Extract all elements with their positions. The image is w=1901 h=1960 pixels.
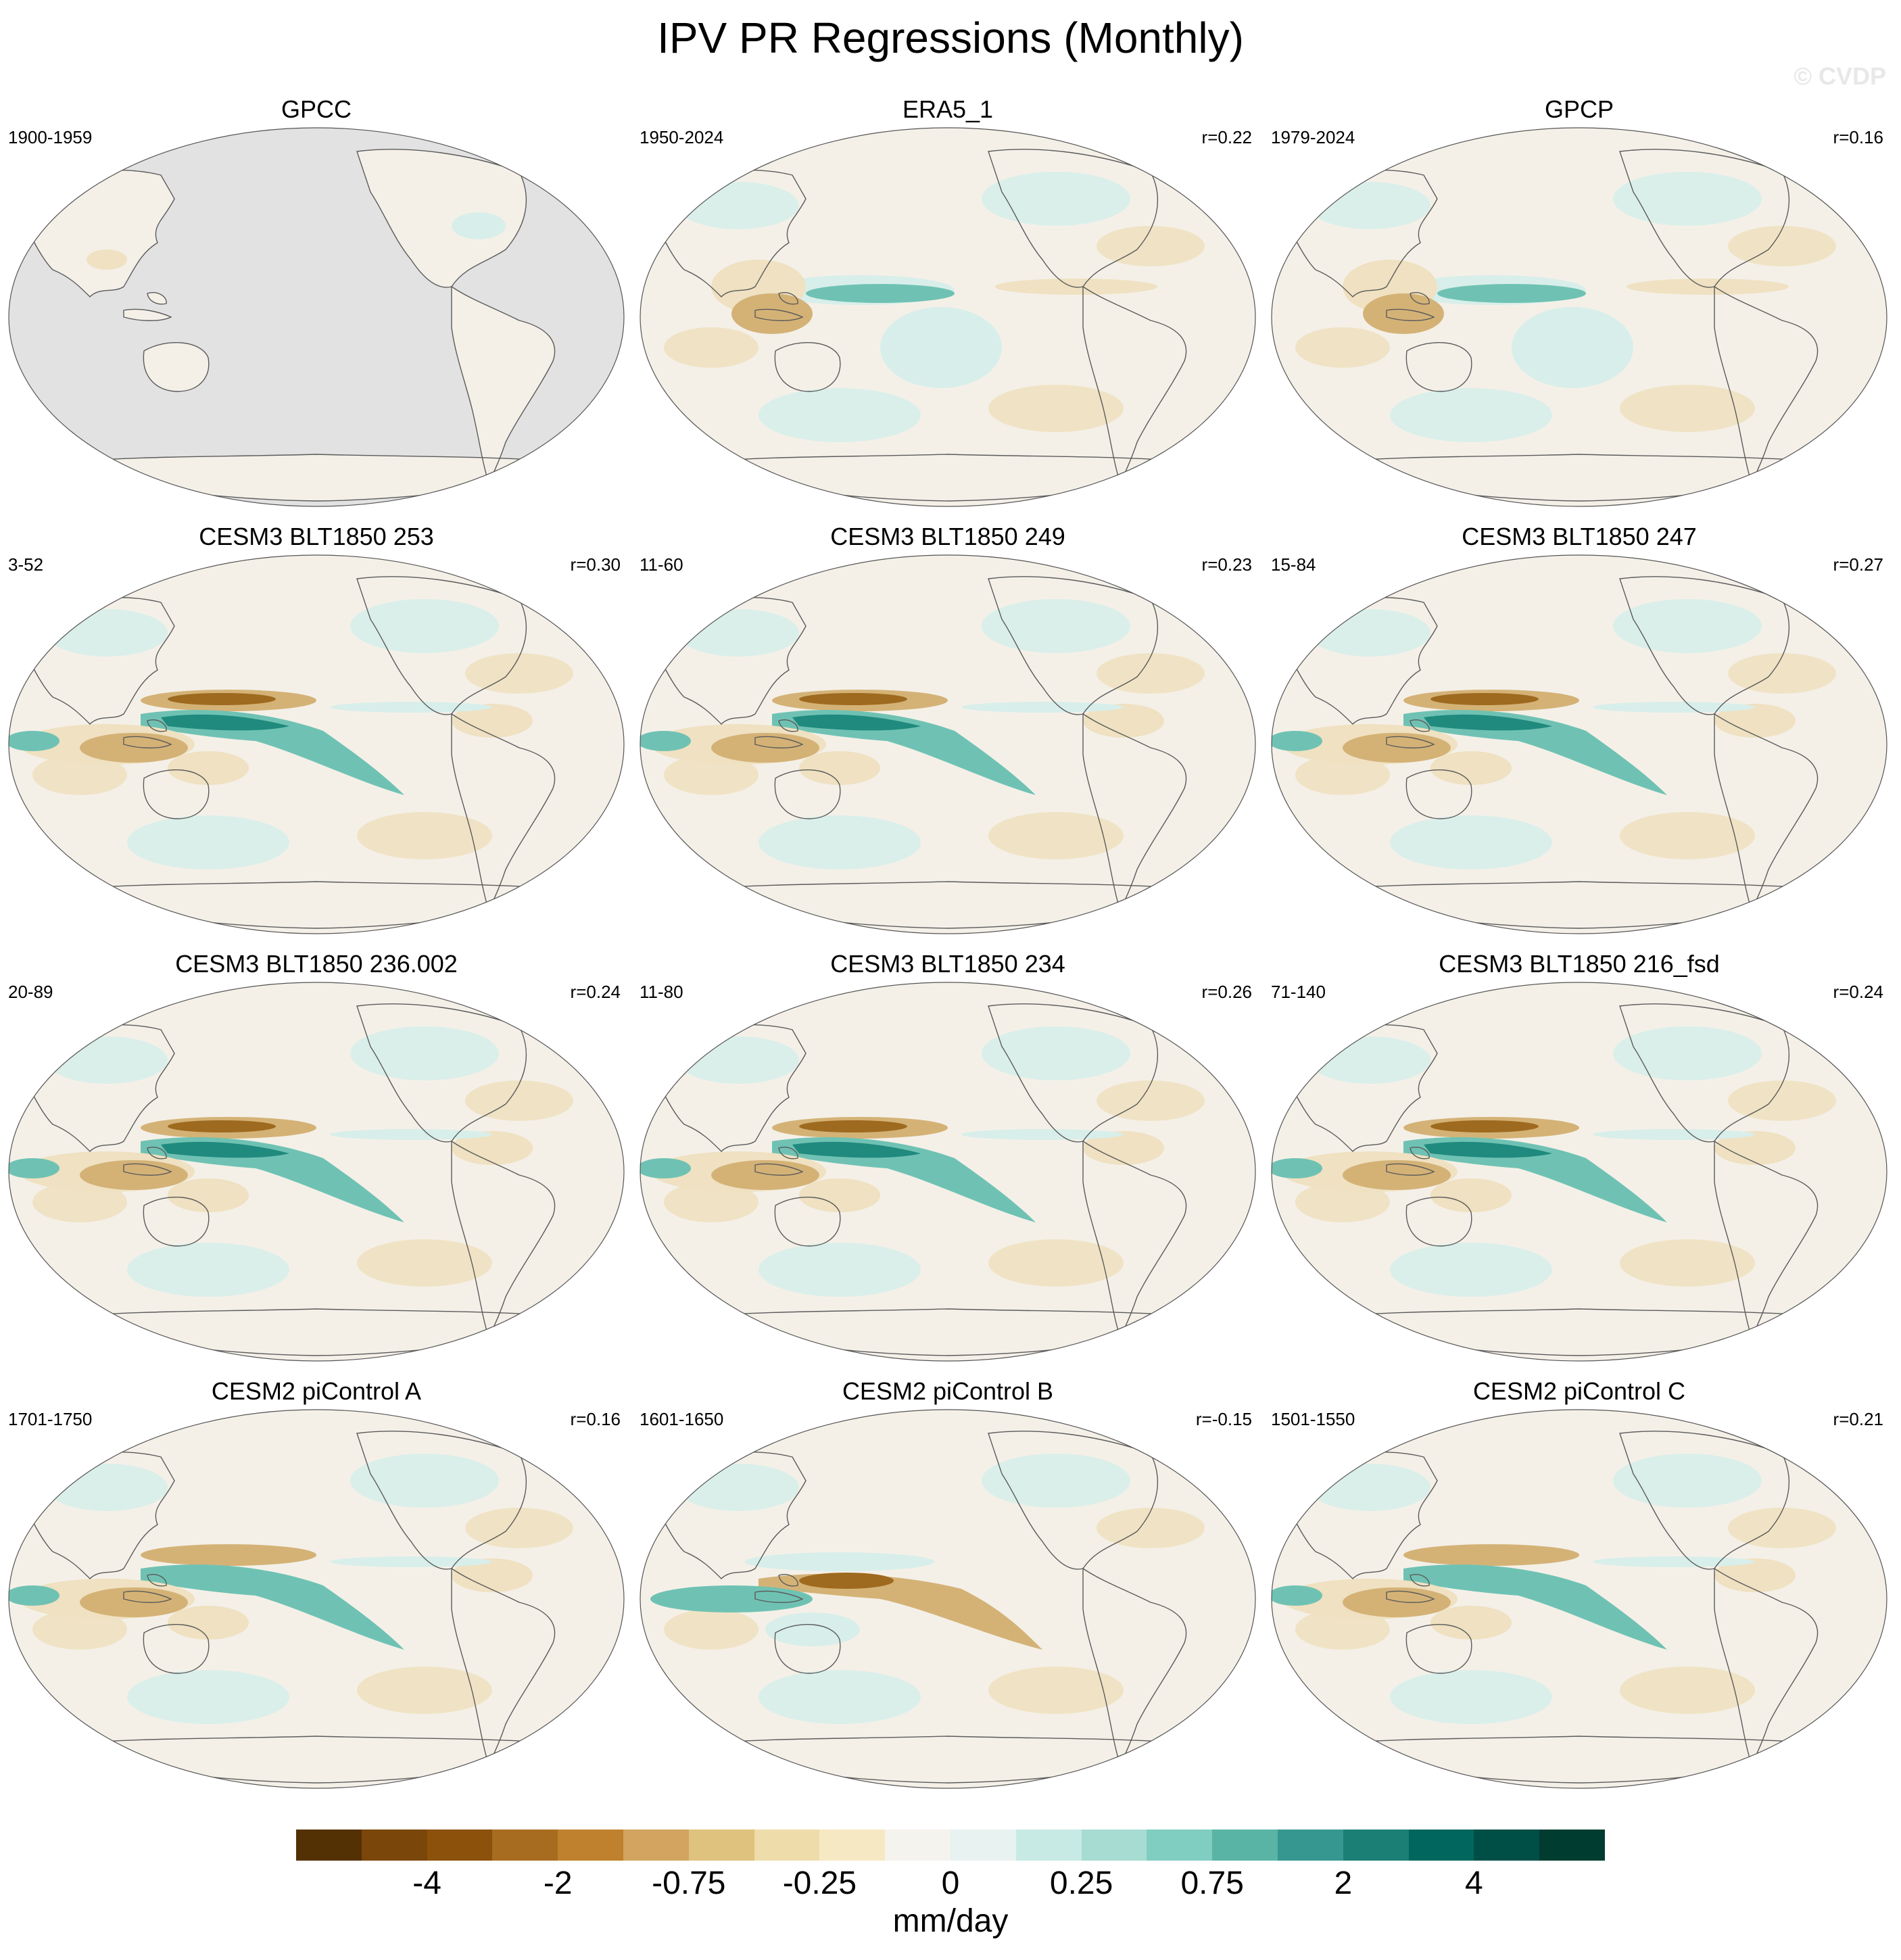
panel-years: 1950-2024 bbox=[640, 127, 724, 147]
colorbar-segment bbox=[492, 1830, 558, 1861]
map-ellipse bbox=[8, 1409, 625, 1789]
colorbar-segment bbox=[1015, 1830, 1082, 1861]
colorbar-segment bbox=[427, 1830, 493, 1861]
panel-title: CESM2 piControl A bbox=[211, 1377, 422, 1405]
map-panel: ERA5_1 1950-2024 r=0.22 bbox=[637, 95, 1259, 514]
panel-correlation: r=0.24 bbox=[570, 982, 621, 1002]
panel-years: 1501-1550 bbox=[1271, 1409, 1355, 1429]
panel-title: CESM3 BLT1850 253 bbox=[199, 523, 434, 550]
map-panel: GPCP 1979-2024 r=0.16 bbox=[1268, 95, 1890, 514]
panel-title: CESM3 BLT1850 216_fsd bbox=[1439, 950, 1720, 978]
panel-correlation: r=0.24 bbox=[1833, 982, 1883, 1002]
colorbar bbox=[296, 1830, 1605, 1861]
colorbar-segment bbox=[296, 1830, 362, 1861]
colorbar-tick-label: -0.75 bbox=[652, 1865, 726, 1901]
map-ellipse bbox=[1271, 1409, 1887, 1789]
watermark: © CVDP bbox=[1794, 62, 1886, 90]
panel-years: 1601-1650 bbox=[640, 1409, 724, 1429]
panel-years: 1900-1959 bbox=[8, 127, 93, 147]
panel-correlation: r=0.22 bbox=[1201, 127, 1252, 147]
colorbar-segment bbox=[1081, 1830, 1147, 1861]
map-panel: CESM2 piControl C 1501-1550 r=0.21 bbox=[1268, 1377, 1890, 1796]
panel-correlation: r=0.21 bbox=[1833, 1409, 1883, 1429]
colorbar-units: mm/day bbox=[892, 1903, 1009, 1939]
panel-title: ERA5_1 bbox=[902, 95, 994, 123]
panel-title: GPCC bbox=[281, 95, 352, 123]
panel-title: GPCP bbox=[1544, 95, 1614, 123]
map-ellipse bbox=[1271, 127, 1887, 507]
colorbar-segment bbox=[1474, 1830, 1540, 1861]
panel-title: CESM2 piControl C bbox=[1472, 1377, 1686, 1405]
panel-years: 11-80 bbox=[640, 982, 683, 1002]
panel-correlation: r=0.16 bbox=[1833, 127, 1883, 147]
map-panel: CESM3 BLT1850 247 15-84 r=0.27 bbox=[1268, 522, 1890, 941]
map-ellipse bbox=[640, 127, 1256, 507]
map-panel: CESM3 BLT1850 234 11-80 r=0.26 bbox=[637, 949, 1259, 1368]
colorbar-segment bbox=[1408, 1830, 1474, 1861]
map-panel: CESM3 BLT1850 249 11-60 r=0.23 bbox=[637, 522, 1259, 941]
colorbar-tick-label: 4 bbox=[1465, 1865, 1483, 1901]
panel-correlation: r=0.26 bbox=[1201, 982, 1252, 1002]
map-ellipse bbox=[640, 982, 1256, 1362]
panel-correlation: r=0.16 bbox=[570, 1409, 621, 1429]
colorbar-segment bbox=[688, 1830, 754, 1861]
colorbar-segment bbox=[623, 1830, 689, 1861]
colorbar-segment bbox=[819, 1830, 886, 1861]
colorbar-segment bbox=[1343, 1830, 1409, 1861]
panel-title: CESM3 BLT1850 249 bbox=[830, 523, 1065, 550]
map-ellipse bbox=[1271, 554, 1887, 934]
map-panel: CESM3 BLT1850 216_fsd 71-140 r=0.24 bbox=[1268, 949, 1890, 1368]
panel-correlation: r=0.30 bbox=[570, 554, 621, 575]
map-panel: GPCC 1900-1959 bbox=[5, 95, 627, 514]
map-ellipse bbox=[8, 982, 625, 1362]
colorbar-segment bbox=[1277, 1830, 1343, 1861]
colorbar-segment bbox=[1212, 1830, 1278, 1861]
colorbar-segment bbox=[885, 1830, 950, 1861]
map-panel: CESM2 piControl A 1701-1750 r=0.16 bbox=[5, 1377, 627, 1796]
panel-years: 1979-2024 bbox=[1271, 127, 1355, 147]
colorbar-tick-label: 0 bbox=[941, 1865, 960, 1901]
colorbar-tick-label: -4 bbox=[412, 1865, 441, 1901]
panel-title: CESM3 BLT1850 247 bbox=[1462, 523, 1697, 550]
map-panel: CESM3 BLT1850 253 3-52 r=0.30 bbox=[5, 522, 627, 941]
colorbar-tick-label: 0.25 bbox=[1049, 1865, 1113, 1901]
colorbar-tick-label: 0.75 bbox=[1180, 1865, 1244, 1901]
panel-correlation: r=0.27 bbox=[1833, 554, 1883, 575]
map-ellipse bbox=[640, 1409, 1256, 1789]
colorbar-segment bbox=[1539, 1830, 1605, 1861]
colorbar-segment bbox=[950, 1830, 1016, 1861]
panel-title: CESM3 BLT1850 236.002 bbox=[175, 950, 458, 978]
colorbar-tick-label: -2 bbox=[543, 1865, 573, 1901]
panel-title: CESM3 BLT1850 234 bbox=[830, 950, 1065, 978]
panel-correlation: r=0.23 bbox=[1201, 554, 1252, 575]
colorbar-segment bbox=[1147, 1830, 1213, 1861]
map-ellipse bbox=[640, 554, 1256, 934]
map-panel: CESM2 piControl B 1601-1650 r=-0.15 bbox=[637, 1377, 1259, 1796]
panel-years: 11-60 bbox=[640, 554, 683, 575]
colorbar-tick-label: 2 bbox=[1334, 1865, 1353, 1901]
panel-years: 1701-1750 bbox=[8, 1409, 93, 1429]
map-panel: CESM3 BLT1850 236.002 20-89 r=0.24 bbox=[5, 949, 627, 1368]
panel-years: 20-89 bbox=[8, 982, 53, 1002]
colorbar-tick-label: -0.25 bbox=[782, 1865, 857, 1901]
panel-years: 71-140 bbox=[1271, 982, 1326, 1002]
map-ellipse bbox=[8, 127, 625, 507]
panel-title: CESM2 piControl B bbox=[842, 1377, 1054, 1405]
panel-correlation: r=-0.15 bbox=[1195, 1409, 1252, 1429]
colorbar-segment bbox=[361, 1830, 427, 1861]
map-ellipse bbox=[1271, 982, 1887, 1362]
panel-years: 15-84 bbox=[1271, 554, 1316, 575]
figure-title: IPV PR Regressions (Monthly) bbox=[657, 14, 1244, 62]
colorbar-segment bbox=[558, 1830, 623, 1861]
map-ellipse bbox=[8, 554, 625, 934]
colorbar-segment bbox=[754, 1830, 820, 1861]
panel-years: 3-52 bbox=[8, 554, 44, 575]
